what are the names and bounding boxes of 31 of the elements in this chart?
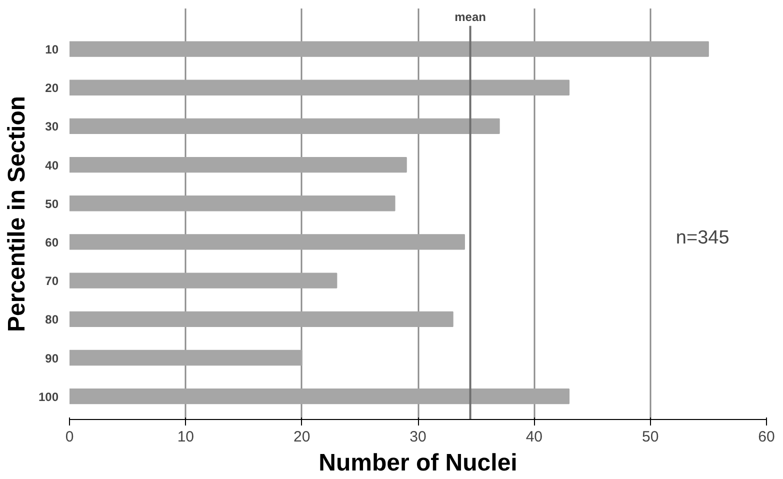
bar <box>70 41 709 57</box>
y-tick-label: 10 <box>45 42 59 57</box>
bar <box>70 350 302 366</box>
x-tick-label: 50 <box>642 428 659 446</box>
bar <box>70 311 454 327</box>
y-tick-label: 50 <box>45 196 59 211</box>
y-tick-label: 70 <box>45 274 59 288</box>
bar <box>70 80 570 96</box>
y-tick-label: 20 <box>45 81 59 96</box>
x-tick-label: 60 <box>758 428 775 446</box>
bar <box>70 272 338 288</box>
y-tick-label: 90 <box>45 351 59 366</box>
bar <box>70 196 396 212</box>
x-tick-label: 30 <box>410 428 426 446</box>
y-tick-label: 40 <box>45 158 59 172</box>
ref-line-label: mean <box>454 10 486 24</box>
y-tick-label: 80 <box>45 312 59 327</box>
x-tick-label: 20 <box>293 428 310 446</box>
y-tick-label: 30 <box>45 120 59 134</box>
x-tick-label: 40 <box>526 428 543 446</box>
x-tick-label: 0 <box>65 428 74 446</box>
bar <box>70 388 570 404</box>
y-tick-label: 60 <box>45 235 59 250</box>
bar <box>70 156 407 173</box>
x-axis-title: Number of Nuclei <box>318 450 518 476</box>
bar <box>70 118 500 134</box>
x-tick-label: 10 <box>177 428 194 446</box>
y-tick-label: 100 <box>38 390 59 404</box>
annotation: n=345 <box>676 228 730 249</box>
y-axis-title: Percentile in Section <box>3 96 30 332</box>
bar <box>70 234 465 250</box>
